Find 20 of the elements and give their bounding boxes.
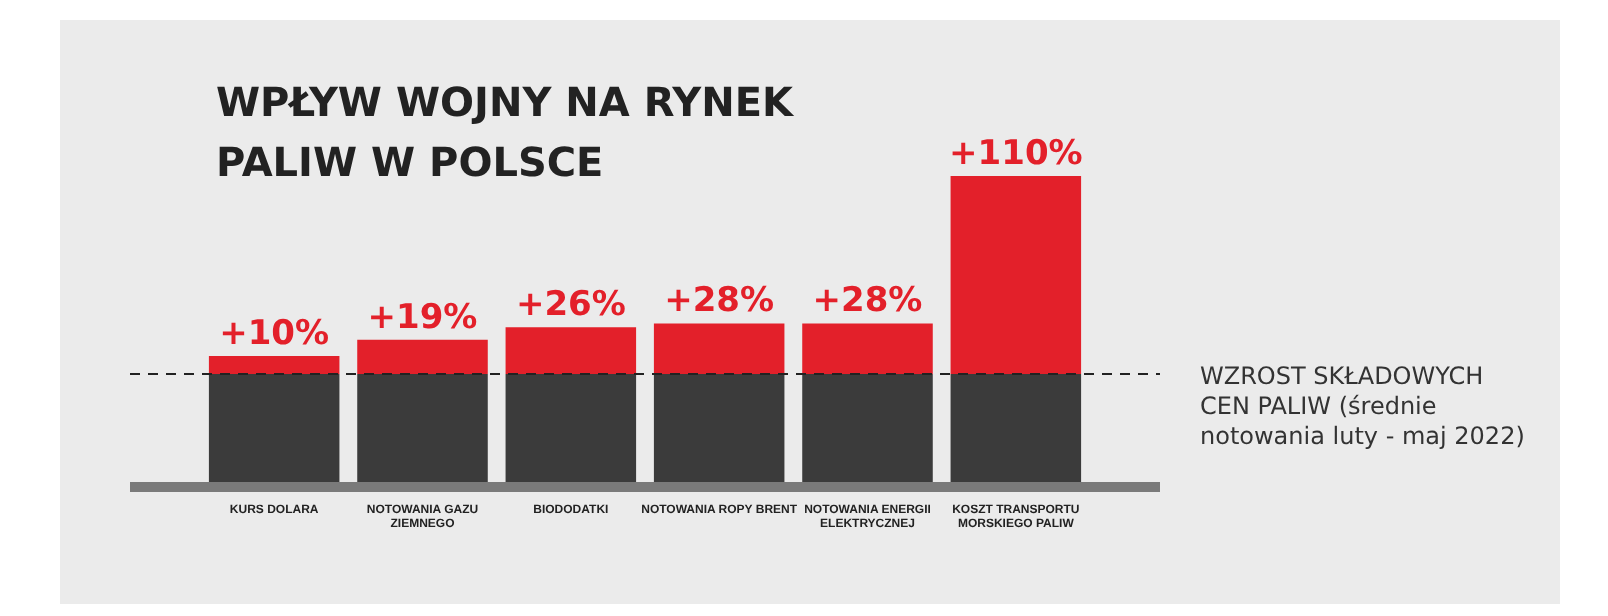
data-label: +28% — [812, 281, 923, 322]
bar — [357, 339, 488, 374]
bar — [653, 374, 785, 482]
bar — [950, 374, 1082, 482]
bar — [208, 356, 340, 374]
bar — [357, 374, 488, 482]
bar — [802, 374, 933, 482]
data-label: +19% — [367, 297, 478, 338]
chart-title: WPŁYW WOJNY NA RYNEK PALIW W POLSCE — [216, 76, 796, 190]
data-label: +10% — [219, 313, 330, 354]
bar — [653, 323, 785, 374]
ref-line-label: WZROST SKŁADOWYCH CEN PALIW (średnie notowania luty - maj 2022) — [1200, 362, 1527, 452]
bar — [802, 323, 933, 374]
data-label: +26% — [515, 285, 626, 326]
bar — [505, 327, 637, 374]
data-label: +110% — [949, 133, 1083, 174]
bar — [950, 176, 1082, 374]
data-label: +28% — [664, 281, 775, 322]
bar — [208, 374, 340, 482]
bar — [505, 374, 637, 482]
